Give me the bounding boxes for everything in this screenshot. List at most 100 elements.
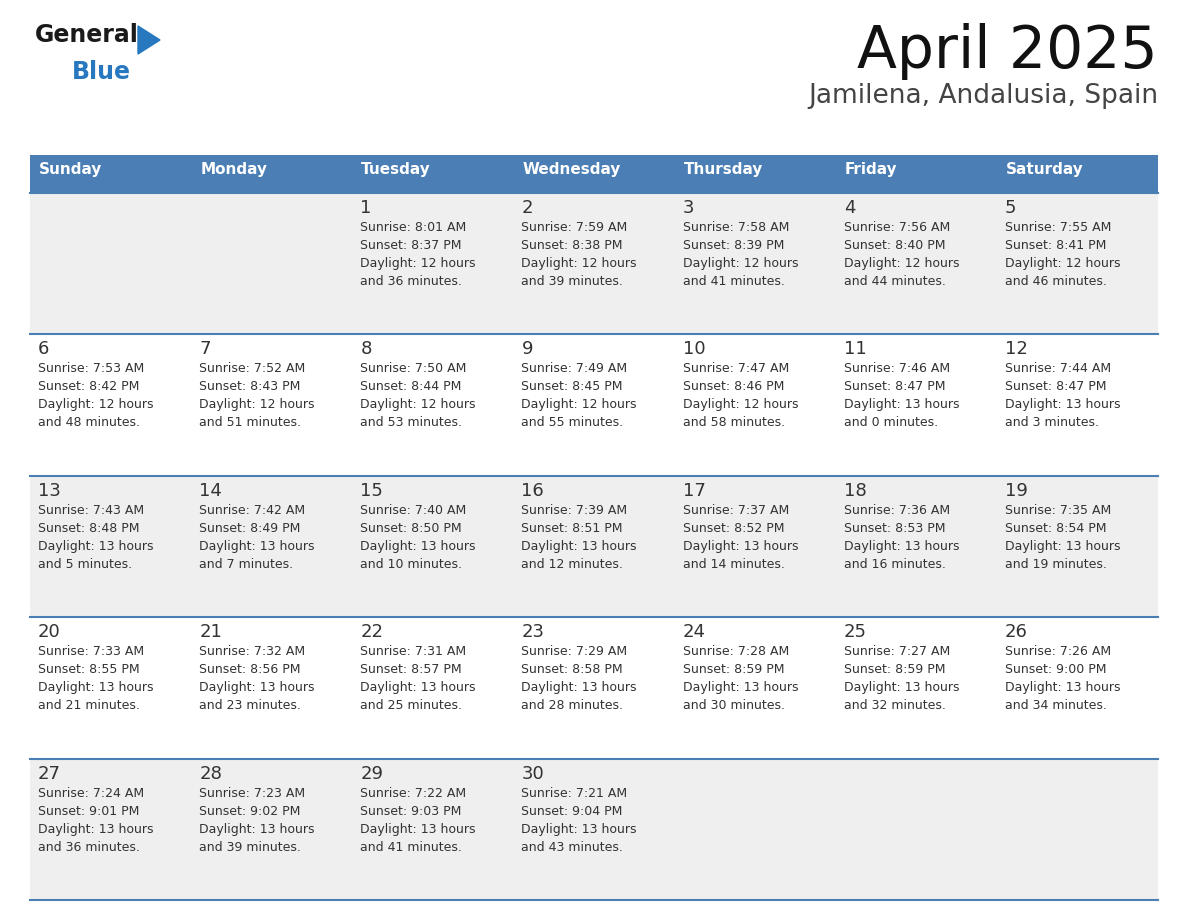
- Text: Daylight: 12 hours: Daylight: 12 hours: [522, 257, 637, 270]
- Text: Daylight: 13 hours: Daylight: 13 hours: [522, 823, 637, 835]
- Text: 26: 26: [1005, 623, 1028, 641]
- Text: Daylight: 12 hours: Daylight: 12 hours: [360, 398, 475, 411]
- Bar: [30, 155, 191, 193]
- Text: Daylight: 13 hours: Daylight: 13 hours: [1005, 540, 1120, 553]
- Text: and 51 minutes.: and 51 minutes.: [200, 417, 301, 430]
- Text: 16: 16: [522, 482, 544, 499]
- Text: Sunrise: 7:52 AM: Sunrise: 7:52 AM: [200, 363, 305, 375]
- Text: 7: 7: [200, 341, 210, 358]
- Text: Sunrise: 7:42 AM: Sunrise: 7:42 AM: [200, 504, 305, 517]
- Text: Daylight: 13 hours: Daylight: 13 hours: [360, 540, 475, 553]
- Text: Sunset: 8:59 PM: Sunset: 8:59 PM: [843, 663, 946, 677]
- Text: 5: 5: [1005, 199, 1017, 217]
- Text: and 53 minutes.: and 53 minutes.: [360, 417, 462, 430]
- Text: Sunset: 8:59 PM: Sunset: 8:59 PM: [683, 663, 784, 677]
- Text: 17: 17: [683, 482, 706, 499]
- Text: Sunrise: 7:36 AM: Sunrise: 7:36 AM: [843, 504, 950, 517]
- Text: and 32 minutes.: and 32 minutes.: [843, 700, 946, 712]
- Text: Daylight: 12 hours: Daylight: 12 hours: [683, 257, 798, 270]
- Text: 8: 8: [360, 341, 372, 358]
- Text: Daylight: 13 hours: Daylight: 13 hours: [843, 398, 959, 411]
- Text: Sunset: 9:00 PM: Sunset: 9:00 PM: [1005, 663, 1106, 677]
- Text: Daylight: 13 hours: Daylight: 13 hours: [38, 823, 153, 835]
- Text: Daylight: 12 hours: Daylight: 12 hours: [843, 257, 959, 270]
- Text: and 43 minutes.: and 43 minutes.: [522, 841, 624, 854]
- Text: Sunset: 8:49 PM: Sunset: 8:49 PM: [200, 521, 301, 535]
- Polygon shape: [138, 26, 160, 54]
- Text: Daylight: 13 hours: Daylight: 13 hours: [200, 681, 315, 694]
- Text: and 34 minutes.: and 34 minutes.: [1005, 700, 1107, 712]
- Text: Daylight: 12 hours: Daylight: 12 hours: [1005, 257, 1120, 270]
- Text: Daylight: 12 hours: Daylight: 12 hours: [683, 398, 798, 411]
- Text: Sunrise: 7:46 AM: Sunrise: 7:46 AM: [843, 363, 950, 375]
- Bar: [30, 617, 1158, 758]
- Text: 6: 6: [38, 341, 50, 358]
- Text: Sunrise: 7:22 AM: Sunrise: 7:22 AM: [360, 787, 467, 800]
- Text: and 30 minutes.: and 30 minutes.: [683, 700, 784, 712]
- Text: Daylight: 13 hours: Daylight: 13 hours: [1005, 398, 1120, 411]
- Text: Sunrise: 7:40 AM: Sunrise: 7:40 AM: [360, 504, 467, 517]
- Text: 30: 30: [522, 765, 544, 783]
- Text: 2: 2: [522, 199, 533, 217]
- Text: Saturday: Saturday: [1006, 162, 1083, 177]
- Text: Daylight: 13 hours: Daylight: 13 hours: [522, 540, 637, 553]
- Text: Sunset: 8:42 PM: Sunset: 8:42 PM: [38, 380, 139, 394]
- Bar: [675, 155, 835, 193]
- Text: Sunset: 8:47 PM: Sunset: 8:47 PM: [843, 380, 946, 394]
- Text: and 41 minutes.: and 41 minutes.: [360, 841, 462, 854]
- Text: and 48 minutes.: and 48 minutes.: [38, 417, 140, 430]
- Text: Daylight: 13 hours: Daylight: 13 hours: [1005, 681, 1120, 694]
- Text: Daylight: 13 hours: Daylight: 13 hours: [522, 681, 637, 694]
- Bar: [30, 758, 1158, 900]
- Text: 4: 4: [843, 199, 855, 217]
- Text: Daylight: 13 hours: Daylight: 13 hours: [200, 540, 315, 553]
- Text: Daylight: 12 hours: Daylight: 12 hours: [522, 398, 637, 411]
- Text: Sunset: 8:37 PM: Sunset: 8:37 PM: [360, 239, 462, 252]
- Text: Daylight: 12 hours: Daylight: 12 hours: [200, 398, 315, 411]
- Text: Sunset: 8:53 PM: Sunset: 8:53 PM: [843, 521, 946, 535]
- Bar: [997, 155, 1158, 193]
- Text: 14: 14: [200, 482, 222, 499]
- Bar: [30, 193, 1158, 334]
- Bar: [835, 155, 997, 193]
- Text: 29: 29: [360, 765, 384, 783]
- Text: Sunrise: 7:21 AM: Sunrise: 7:21 AM: [522, 787, 627, 800]
- Text: Friday: Friday: [845, 162, 897, 177]
- Text: Sunset: 8:38 PM: Sunset: 8:38 PM: [522, 239, 623, 252]
- Text: Sunrise: 7:50 AM: Sunrise: 7:50 AM: [360, 363, 467, 375]
- Text: Sunset: 9:03 PM: Sunset: 9:03 PM: [360, 804, 462, 818]
- Text: Sunset: 8:46 PM: Sunset: 8:46 PM: [683, 380, 784, 394]
- Text: Sunset: 8:56 PM: Sunset: 8:56 PM: [200, 663, 301, 677]
- Text: Daylight: 13 hours: Daylight: 13 hours: [683, 681, 798, 694]
- Text: Sunset: 8:40 PM: Sunset: 8:40 PM: [843, 239, 946, 252]
- Text: Sunrise: 7:53 AM: Sunrise: 7:53 AM: [38, 363, 144, 375]
- Text: and 44 minutes.: and 44 minutes.: [843, 275, 946, 288]
- Text: and 21 minutes.: and 21 minutes.: [38, 700, 140, 712]
- Text: 1: 1: [360, 199, 372, 217]
- Text: Sunset: 8:47 PM: Sunset: 8:47 PM: [1005, 380, 1106, 394]
- Text: 24: 24: [683, 623, 706, 641]
- Text: Daylight: 13 hours: Daylight: 13 hours: [200, 823, 315, 835]
- Text: April 2025: April 2025: [858, 23, 1158, 80]
- Text: Sunset: 8:48 PM: Sunset: 8:48 PM: [38, 521, 139, 535]
- Text: and 12 minutes.: and 12 minutes.: [522, 558, 624, 571]
- Text: 18: 18: [843, 482, 866, 499]
- Text: Sunrise: 7:23 AM: Sunrise: 7:23 AM: [200, 787, 305, 800]
- Text: 28: 28: [200, 765, 222, 783]
- Text: 25: 25: [843, 623, 867, 641]
- Text: 15: 15: [360, 482, 384, 499]
- Text: Sunrise: 7:58 AM: Sunrise: 7:58 AM: [683, 221, 789, 234]
- Text: and 41 minutes.: and 41 minutes.: [683, 275, 784, 288]
- Text: 3: 3: [683, 199, 694, 217]
- Text: Daylight: 13 hours: Daylight: 13 hours: [843, 681, 959, 694]
- Text: Daylight: 13 hours: Daylight: 13 hours: [360, 823, 475, 835]
- Text: Sunset: 8:52 PM: Sunset: 8:52 PM: [683, 521, 784, 535]
- Text: General: General: [34, 23, 139, 47]
- Text: Daylight: 13 hours: Daylight: 13 hours: [38, 540, 153, 553]
- Text: and 3 minutes.: and 3 minutes.: [1005, 417, 1099, 430]
- Bar: [30, 334, 1158, 476]
- Text: Sunrise: 7:49 AM: Sunrise: 7:49 AM: [522, 363, 627, 375]
- Text: Daylight: 12 hours: Daylight: 12 hours: [360, 257, 475, 270]
- Text: Sunrise: 7:35 AM: Sunrise: 7:35 AM: [1005, 504, 1111, 517]
- Text: and 39 minutes.: and 39 minutes.: [522, 275, 624, 288]
